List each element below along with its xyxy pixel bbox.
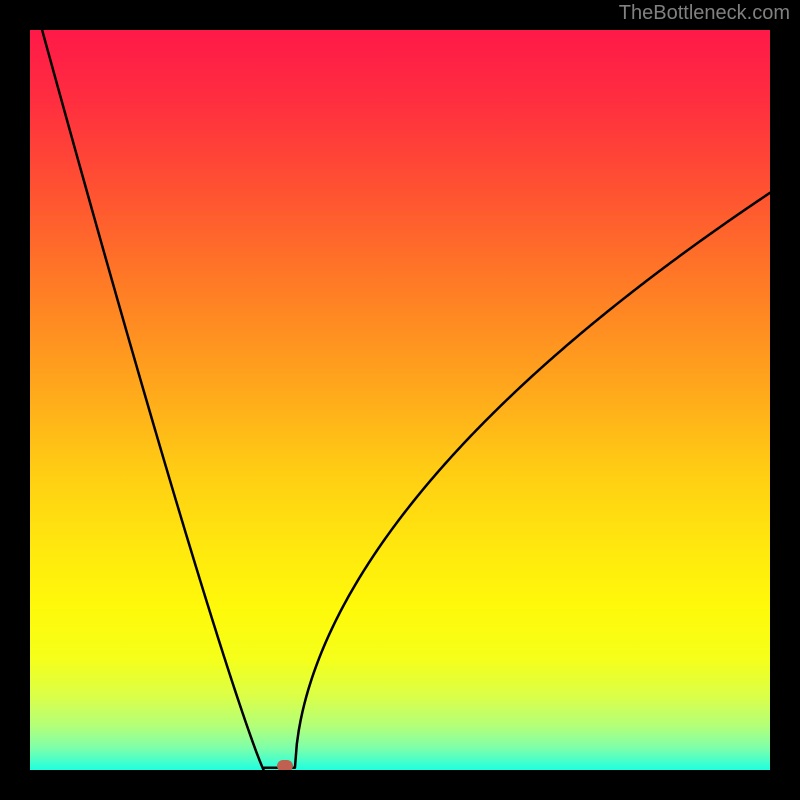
curve-overlay <box>30 30 770 770</box>
chart-container: TheBottleneck.com <box>0 0 800 800</box>
plot-area <box>30 30 770 770</box>
optimum-marker <box>277 760 293 770</box>
watermark-text: TheBottleneck.com <box>619 2 790 25</box>
